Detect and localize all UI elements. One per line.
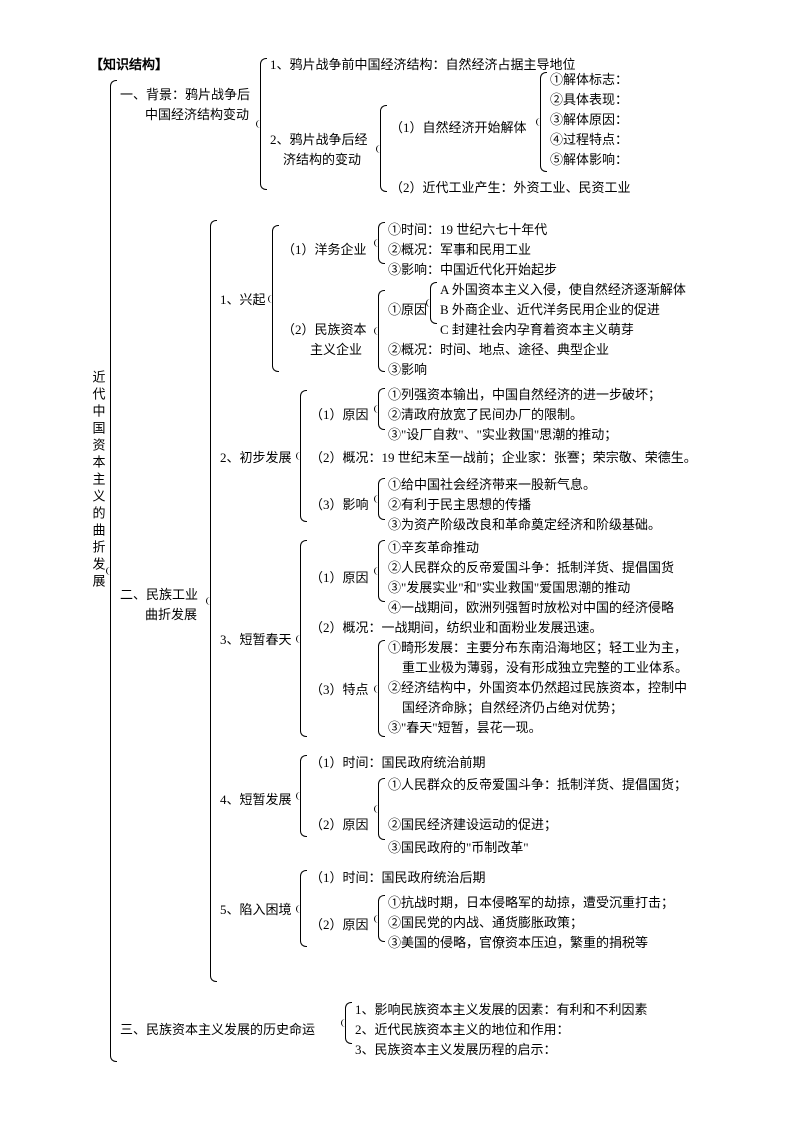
brace-s1 <box>260 58 267 190</box>
brace-p5 <box>300 870 307 947</box>
brace-p1 <box>272 225 279 372</box>
p1-b-label-b: 主义企业 <box>310 340 362 360</box>
s1-b1: 1、鸦片战争前中国经济结构：自然经济占据主导地位 <box>270 55 576 75</box>
brace-p2c <box>378 478 385 520</box>
brace-p3a <box>378 540 385 602</box>
p2-label: 2、初步发展 <box>220 448 292 468</box>
p1-a-label: （1）洋务企业 <box>282 240 367 260</box>
brace-s1b2-1 <box>540 72 547 172</box>
brace-p2 <box>300 390 307 522</box>
s3-title: 三、民族资本主义发展的历史命运 <box>120 1020 315 1040</box>
p3-a-label: （1）原因 <box>310 568 369 588</box>
p1-b1-label: ①原因 <box>388 300 427 320</box>
p3-c-b: ②经济结构中，外国资本仍然超过民族资本，控制中 <box>388 678 687 698</box>
p3-c-a2: 重工业极为薄弱，没有形成独立完整的工业体系。 <box>402 658 688 678</box>
p3-c-label: （3）特点 <box>310 680 369 700</box>
s2-title-b: 曲折发展 <box>145 605 197 625</box>
p1-b1-2: C 封建社会内孕育着资本主义萌芽 <box>440 320 634 340</box>
s1-b2a: 2、鸦片战争后经 <box>270 130 368 150</box>
page-root: 【知识结构】 近代中国资本主义的曲折发展 一、背景：鸦片战争后 中国经济结构变动… <box>0 0 800 1132</box>
brace-p3 <box>300 540 307 737</box>
s1-b2b: 济结构的变动 <box>283 150 361 170</box>
p5-label: 5、陷入困境 <box>220 900 292 920</box>
p3-label: 3、短暂春天 <box>220 630 292 650</box>
s1-b2-1-4: ⑤解体影响： <box>550 150 628 170</box>
p1-b-label-a: （2）民族资本 <box>282 320 367 340</box>
brace-s1b2 <box>380 105 387 192</box>
s3-1: 2、近代民族资本主义的地位和作用： <box>355 1020 570 1040</box>
p1-b2: ②概况：时间、地点、途径、典型企业 <box>388 340 609 360</box>
s1-b2-1-3: ④过程特点： <box>550 130 628 150</box>
p1-a-1: ②概况：军事和民用工业 <box>388 240 531 260</box>
p3-a-2: ③"发展实业"和"实业救国"爱国思潮的推动 <box>388 578 630 598</box>
p3-c-b2: 国经济命脉；自然经济仍占绝对优势； <box>402 698 623 718</box>
brace-p1b1 <box>430 282 437 324</box>
p1-a-0: ①时间：19 世纪六七十年代 <box>388 220 547 240</box>
p2-a-2: ③"设厂自救"、"实业救国"思潮的推动； <box>388 425 617 445</box>
brace-p3c <box>378 640 385 737</box>
s1-title-a: 一、背景：鸦片战争后 <box>120 85 250 105</box>
p4-b-0: ①人民群众的反帝爱国斗争：抵制洋货、提倡国货； <box>388 775 687 795</box>
s1-b2-2: （2）近代工业产生：外资工业、民资工业 <box>390 178 631 198</box>
s3-2: 3、民族资本主义发展历程的启示： <box>355 1040 557 1060</box>
p2-a-label: （1）原因 <box>310 405 369 425</box>
s1-b2-1-0: ①解体标志： <box>550 70 628 90</box>
s1-b2-1-2: ③解体原因： <box>550 110 628 130</box>
p1-b1-0: A 外国资本主义入侵，使自然经济逐渐解体 <box>440 280 686 300</box>
p5-b-0: ①抗战时期，日本侵略军的劫掠，遭受沉重打击； <box>388 893 674 913</box>
p5-a: （1）时间：国民政府统治后期 <box>310 868 486 888</box>
p1-label: 1、兴起 <box>220 290 266 310</box>
p3-a-1: ②人民群众的反帝爱国斗争：抵制洋货、提倡国货 <box>388 558 674 578</box>
p3-a-0: ①辛亥革命推动 <box>388 538 479 558</box>
p4-a: （1）时间：国民政府统治前期 <box>310 753 486 773</box>
p4-b-1: ②国民经济建设运动的促进； <box>388 815 557 835</box>
brace-s2 <box>210 220 217 982</box>
p2-c-0: ①给中国社会经济带来一股新气息。 <box>388 475 596 495</box>
p1-a-2: ③影响：中国近代化开始起步 <box>388 260 557 280</box>
brace-s3 <box>345 1002 352 1044</box>
brace-root <box>110 80 117 1062</box>
s1-b2-1-1: ②具体表现： <box>550 90 628 110</box>
brace-p1a <box>378 222 385 264</box>
root-label: 近代中国资本主义的曲折发展 <box>88 370 108 591</box>
p3-a-3: ④一战期间，欧洲列强暂时放松对中国的经济侵略 <box>388 598 674 618</box>
p4-label: 4、短暂发展 <box>220 790 292 810</box>
p1-b1-1: B 外商企业、近代洋务民用企业的促进 <box>440 300 660 320</box>
p2-c-2: ③为资产阶级改良和革命奠定经济和阶级基础。 <box>388 515 661 535</box>
s1-b2-1: （1）自然经济开始解体 <box>390 118 527 138</box>
p1-b3: ③影响 <box>388 360 427 380</box>
p2-c-label: （3）影响 <box>310 495 369 515</box>
p5-b-2: ③美国的侵略，官僚资本压迫，繁重的捐税等 <box>388 933 648 953</box>
p3-c-a: ①畸形发展：主要分布东南沿海地区；轻工业为主， <box>388 638 687 658</box>
p5-b-1: ②国民党的内战、通货膨胀政策； <box>388 913 583 933</box>
s1-title-b: 中国经济结构变动 <box>145 105 249 125</box>
p2-a-0: ①列强资本输出，中国自然经济的进一步破坏； <box>388 385 661 405</box>
brace-p4b <box>378 778 385 840</box>
p3-b: （2）概况：一战期间，纺织业和面粉业发展迅速。 <box>310 618 603 638</box>
brace-p2a <box>378 388 385 430</box>
p3-c-c: ③"春天"短暂，昙花一现。 <box>388 718 542 738</box>
header: 【知识结构】 <box>90 55 168 75</box>
p2-a-1: ②清政府放宽了民间办厂的限制。 <box>388 405 583 425</box>
p2-c-1: ②有利于民主思想的传播 <box>388 495 531 515</box>
brace-p4 <box>300 755 307 837</box>
p4-b-label: （2）原因 <box>310 815 369 835</box>
brace-p1b <box>378 290 385 372</box>
p5-b-label: （2）原因 <box>310 915 369 935</box>
s3-0: 1、影响民族资本主义发展的因素：有利和不利因素 <box>355 1000 648 1020</box>
p2-b: （2）概况：19 世纪末至一战前；企业家：张謇；荣宗敬、荣德生。 <box>310 448 697 468</box>
p4-b-2: ③国民政府的"币制改革" <box>388 838 529 858</box>
brace-p5b <box>378 895 385 942</box>
s2-title-a: 二、民族工业 <box>120 585 198 605</box>
